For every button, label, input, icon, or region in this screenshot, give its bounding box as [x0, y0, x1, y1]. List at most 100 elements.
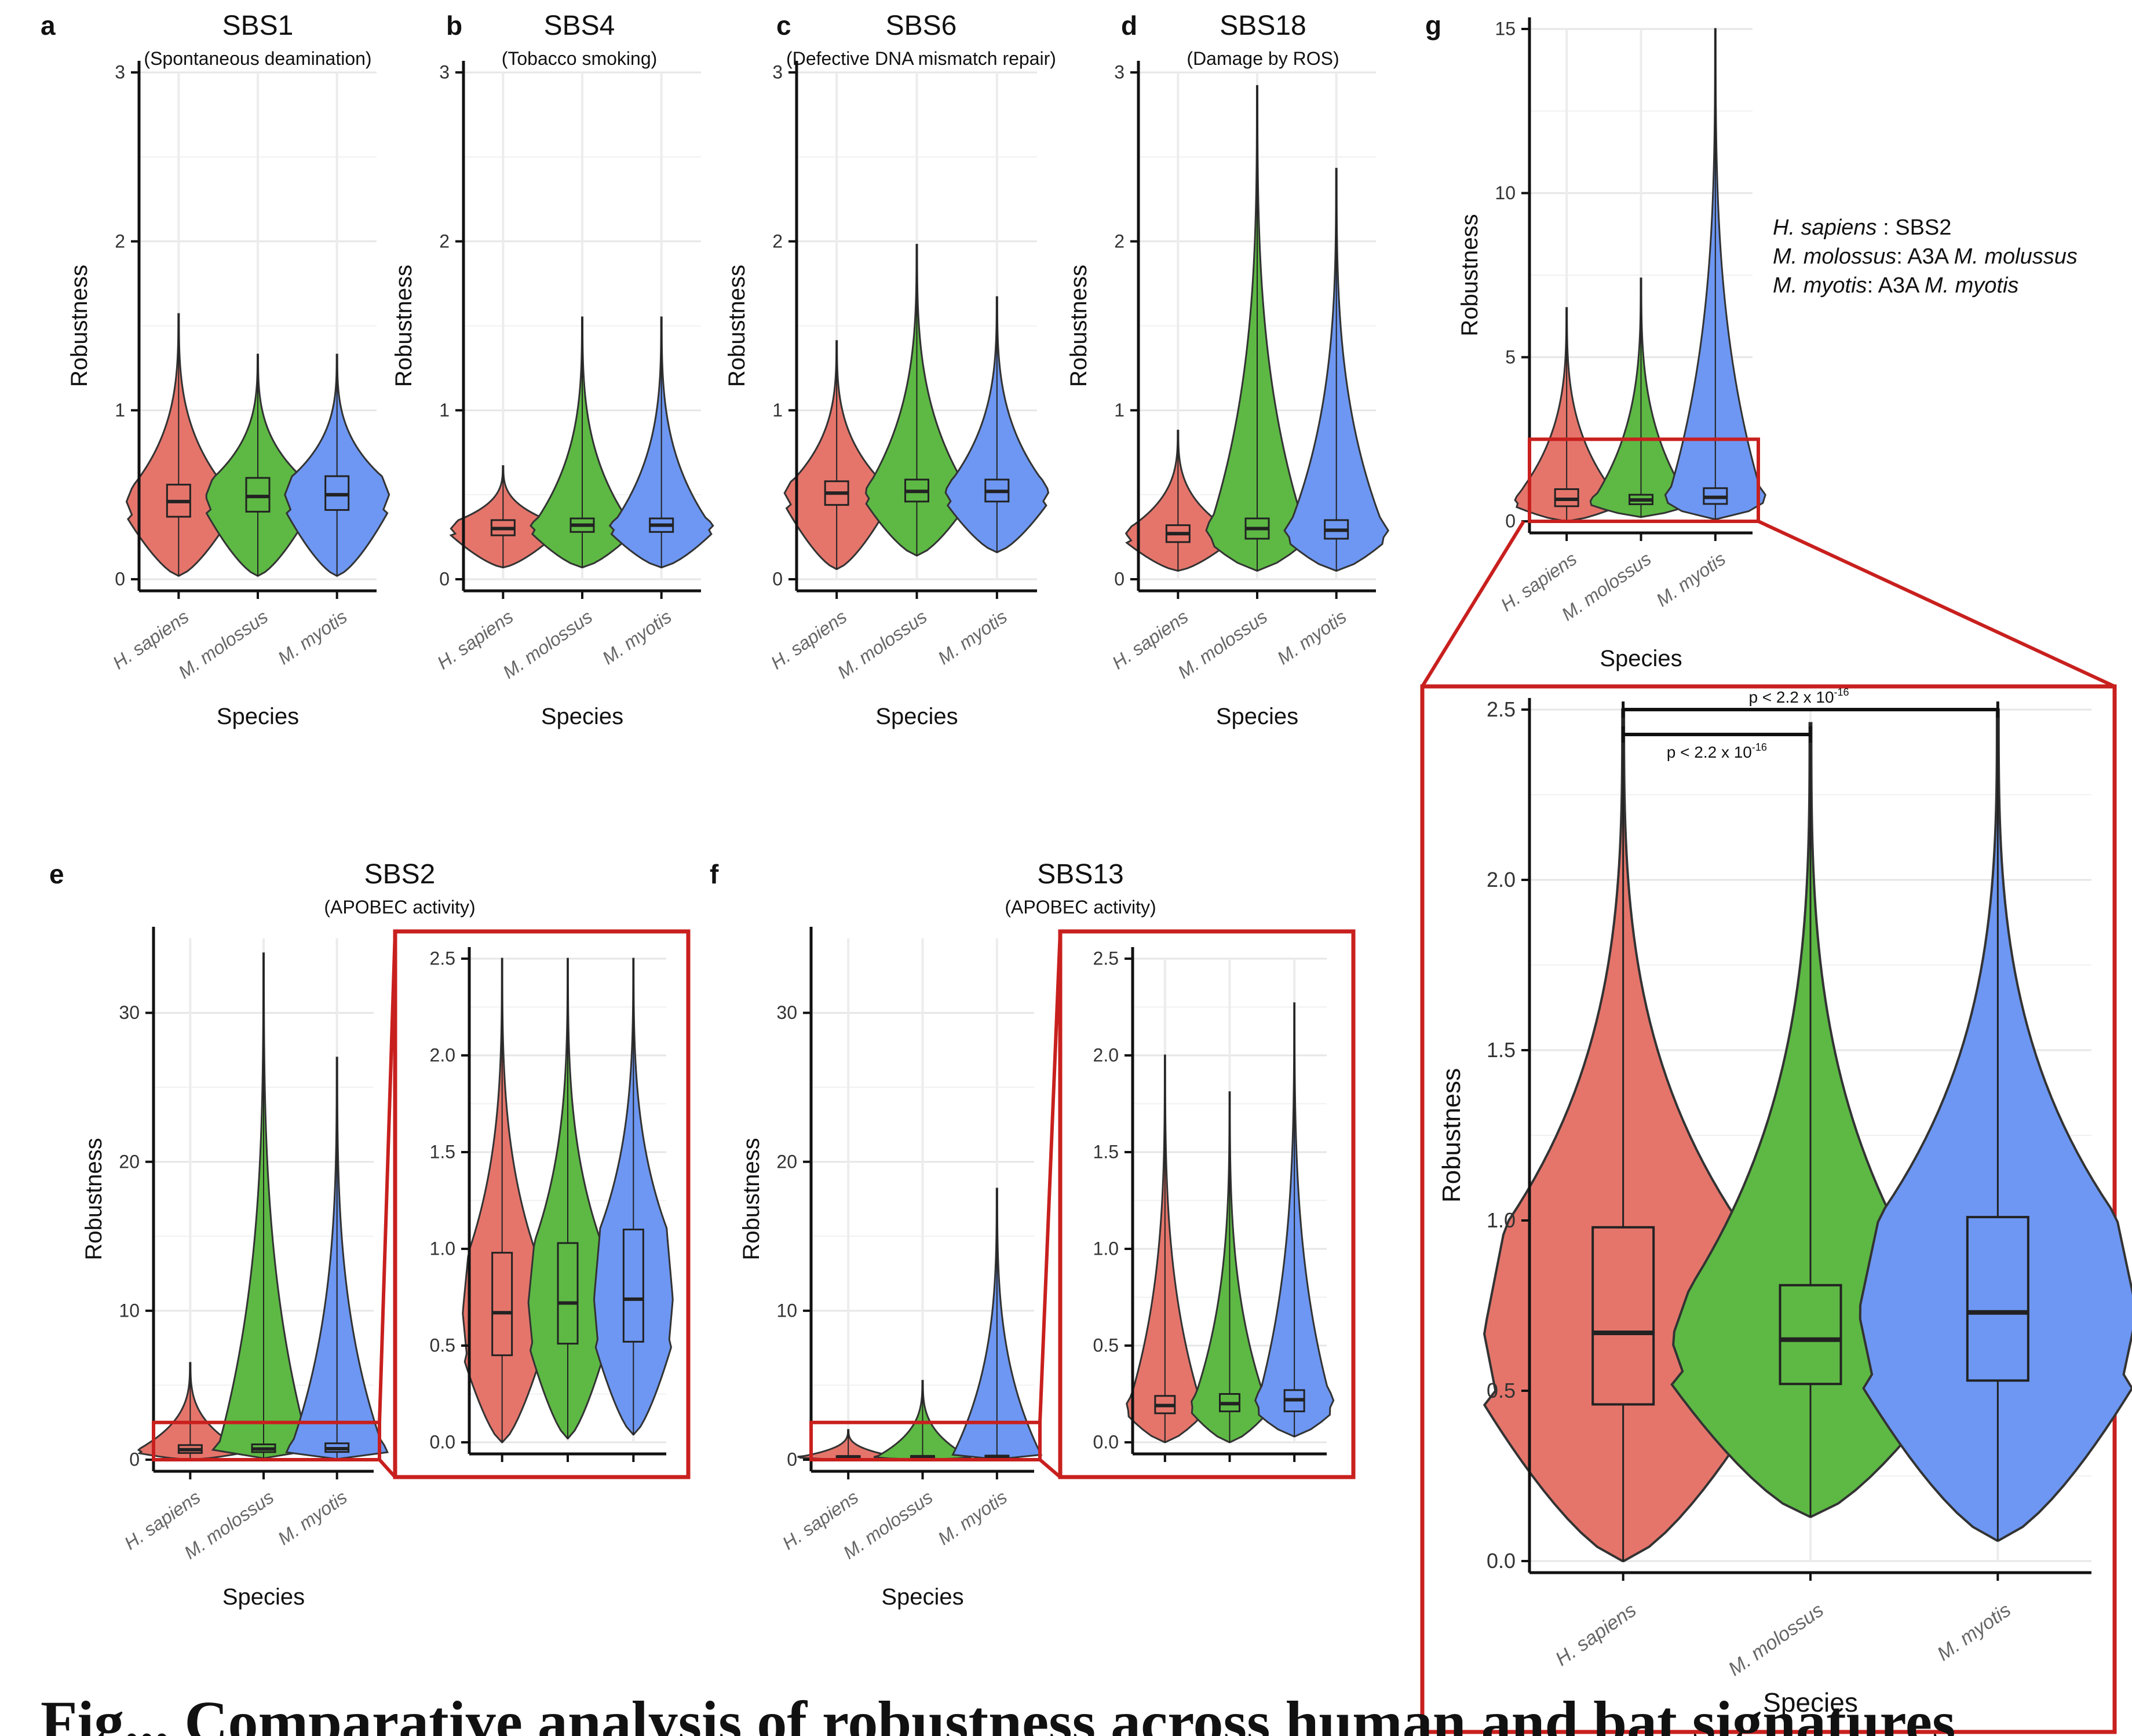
- y-axis-label-g: Robustness: [1457, 214, 1483, 336]
- category-label-d-2: M. molossus: [1174, 606, 1271, 683]
- y-axis-label-c: Robustness: [724, 265, 750, 387]
- x-axis-label-c: Species: [875, 704, 958, 729]
- panel-subtitle-b: (Tobacco smoking): [502, 48, 658, 69]
- panel-letter-g: g: [1425, 10, 1441, 41]
- y-tick-label: 2: [772, 231, 783, 251]
- legend-species-ref: M. myotis: [1925, 273, 2019, 298]
- zoom-connector: [1757, 520, 2116, 688]
- y-tick-label: 30: [776, 1002, 797, 1023]
- y-tick-label: 5: [1505, 346, 1516, 367]
- y-tick-label: 2.5: [1093, 948, 1119, 969]
- legend-signature: : SBS2: [1877, 215, 1952, 240]
- panel-letter-e: e: [49, 859, 64, 889]
- y-tick-label: 0: [772, 569, 783, 590]
- panel-subtitle-a: (Spontaneous deamination): [144, 48, 371, 69]
- y-tick-label: 10: [776, 1300, 797, 1321]
- panel-title-b: SBS4: [544, 10, 615, 41]
- panel-letter-f: f: [710, 859, 719, 889]
- p-value-label: p < 2.2 x 10-16: [1748, 686, 1849, 706]
- y-axis-label-f: Robustness: [739, 1138, 764, 1260]
- legend-g-line-1: H. sapiens : SBS2: [1773, 215, 1951, 240]
- y-tick-label: 3: [439, 62, 450, 83]
- panel-a-plot: 0 1 2 3: [115, 61, 390, 599]
- category-label-a-2: M. molossus: [174, 606, 272, 683]
- legend-signature: : A3A: [1867, 273, 1925, 298]
- y-axis-label-a: Robustness: [67, 265, 92, 387]
- y-tick-label: 0: [129, 1449, 140, 1470]
- zoom-connector: [1421, 520, 1525, 688]
- zoom-connector: [378, 931, 397, 1423]
- x-axis-label-e: Species: [222, 1584, 305, 1610]
- panel-g-plot: 0.0 0.5 1.0 1.5 2.0 2.5: [1483, 697, 2132, 1581]
- inset-category-label-3: M. myotis: [1933, 1599, 2015, 1665]
- y-tick-label: 10: [119, 1300, 140, 1321]
- y-tick-label: 1: [115, 400, 125, 421]
- y-tick-label: 1: [1114, 400, 1125, 421]
- panel-f-plot: 0 10 20 30: [776, 927, 1043, 1479]
- panel-subtitle-d: (Damage by ROS): [1187, 48, 1339, 69]
- zoom-region-e: [152, 1420, 381, 1462]
- y-tick-label: 2: [1114, 231, 1125, 251]
- y-axis-label-e: Robustness: [81, 1138, 107, 1260]
- category-label-d-3: M. myotis: [1273, 606, 1350, 668]
- legend-species: M. myotis: [1773, 273, 1867, 298]
- y-tick-label: 1: [772, 400, 783, 421]
- p-value-exponent: -16: [1834, 686, 1849, 698]
- y-tick-label: 3: [772, 62, 783, 83]
- y-tick-label: 3: [115, 62, 125, 83]
- y-tick-label: 1.5: [1093, 1142, 1119, 1163]
- inset-frame-e: [393, 929, 691, 1479]
- caption-text: Fig... Comparative analysis of robustnes…: [41, 1689, 1956, 1736]
- box-2: [557, 1242, 579, 1345]
- category-label-b-2: M. molossus: [499, 606, 596, 683]
- y-tick-label: 20: [119, 1151, 140, 1172]
- y-tick-label: 0.5: [1487, 1379, 1516, 1402]
- y-tick-label: 0: [115, 569, 125, 590]
- panel-subtitle-f: (APOBEC activity): [1005, 897, 1156, 918]
- inset-frame-g: [1420, 684, 2117, 1734]
- y-tick-label: 1: [439, 400, 450, 421]
- y-tick-label: 0.5: [1093, 1335, 1119, 1356]
- caption-fragment: Fig... Comparative analysis of robustnes…: [41, 1680, 2068, 1736]
- panel-d-plot: 0 1 2 3: [1114, 61, 1390, 599]
- y-tick-label: 2.5: [430, 948, 455, 969]
- y-axis-label-b: Robustness: [391, 265, 417, 387]
- box-3: [1966, 1216, 2029, 1382]
- panel-e-plot: 0.0 0.5 1.0 1.5 2.0 2.5: [430, 947, 674, 1462]
- panel-title-d: SBS18: [1220, 10, 1306, 41]
- x-axis-label-a: Species: [217, 704, 299, 729]
- y-tick-label: 1.0: [1487, 1208, 1516, 1232]
- y-tick-label: 3: [1114, 62, 1125, 83]
- y-tick-label: 0: [787, 1449, 797, 1470]
- y-tick-label: 1.5: [1487, 1038, 1516, 1062]
- y-tick-label: 0.0: [1093, 1432, 1119, 1453]
- panel-letter-d: d: [1121, 10, 1137, 41]
- p-value-label: p < 2.2 x 10-16: [1667, 741, 1767, 761]
- panel-e-plot: 0 10 20 30: [119, 927, 389, 1479]
- category-label-c-2: M. molossus: [834, 606, 931, 683]
- y-tick-label: 2.0: [1487, 868, 1516, 891]
- category-label-b-3: M. myotis: [598, 606, 676, 668]
- x-axis-label-g: Species: [1600, 646, 1682, 671]
- y-tick-label: 2: [115, 231, 125, 251]
- y-tick-label: 1.5: [430, 1142, 455, 1163]
- inset-x-axis-label: Species: [1763, 1687, 1858, 1717]
- panel-subtitle-c: (Defective DNA mismatch repair): [786, 48, 1056, 69]
- y-tick-label: 10: [1495, 182, 1516, 203]
- zoom-connector: [378, 1458, 397, 1479]
- legend-g-line-2: M. molossus: A3A M. molussus: [1773, 244, 2078, 269]
- category-label-f-3: M. myotis: [934, 1486, 1011, 1549]
- panel-title-c: SBS6: [886, 10, 957, 41]
- panel-letter-b: b: [446, 10, 462, 41]
- legend-signature: : A3A: [1896, 244, 1954, 269]
- y-tick-label: 0: [1114, 569, 1125, 590]
- panel-subtitle-e: (APOBEC activity): [324, 897, 475, 918]
- y-tick-label: 2: [439, 231, 450, 251]
- box-2: [1779, 1284, 1842, 1386]
- category-label-g-3: M. myotis: [1652, 548, 1729, 611]
- zoom-connector: [1039, 1458, 1061, 1479]
- y-tick-label: 20: [776, 1151, 797, 1172]
- x-axis-label-d: Species: [1216, 704, 1298, 729]
- inset-category-label-1: H. sapiens: [1551, 1599, 1640, 1670]
